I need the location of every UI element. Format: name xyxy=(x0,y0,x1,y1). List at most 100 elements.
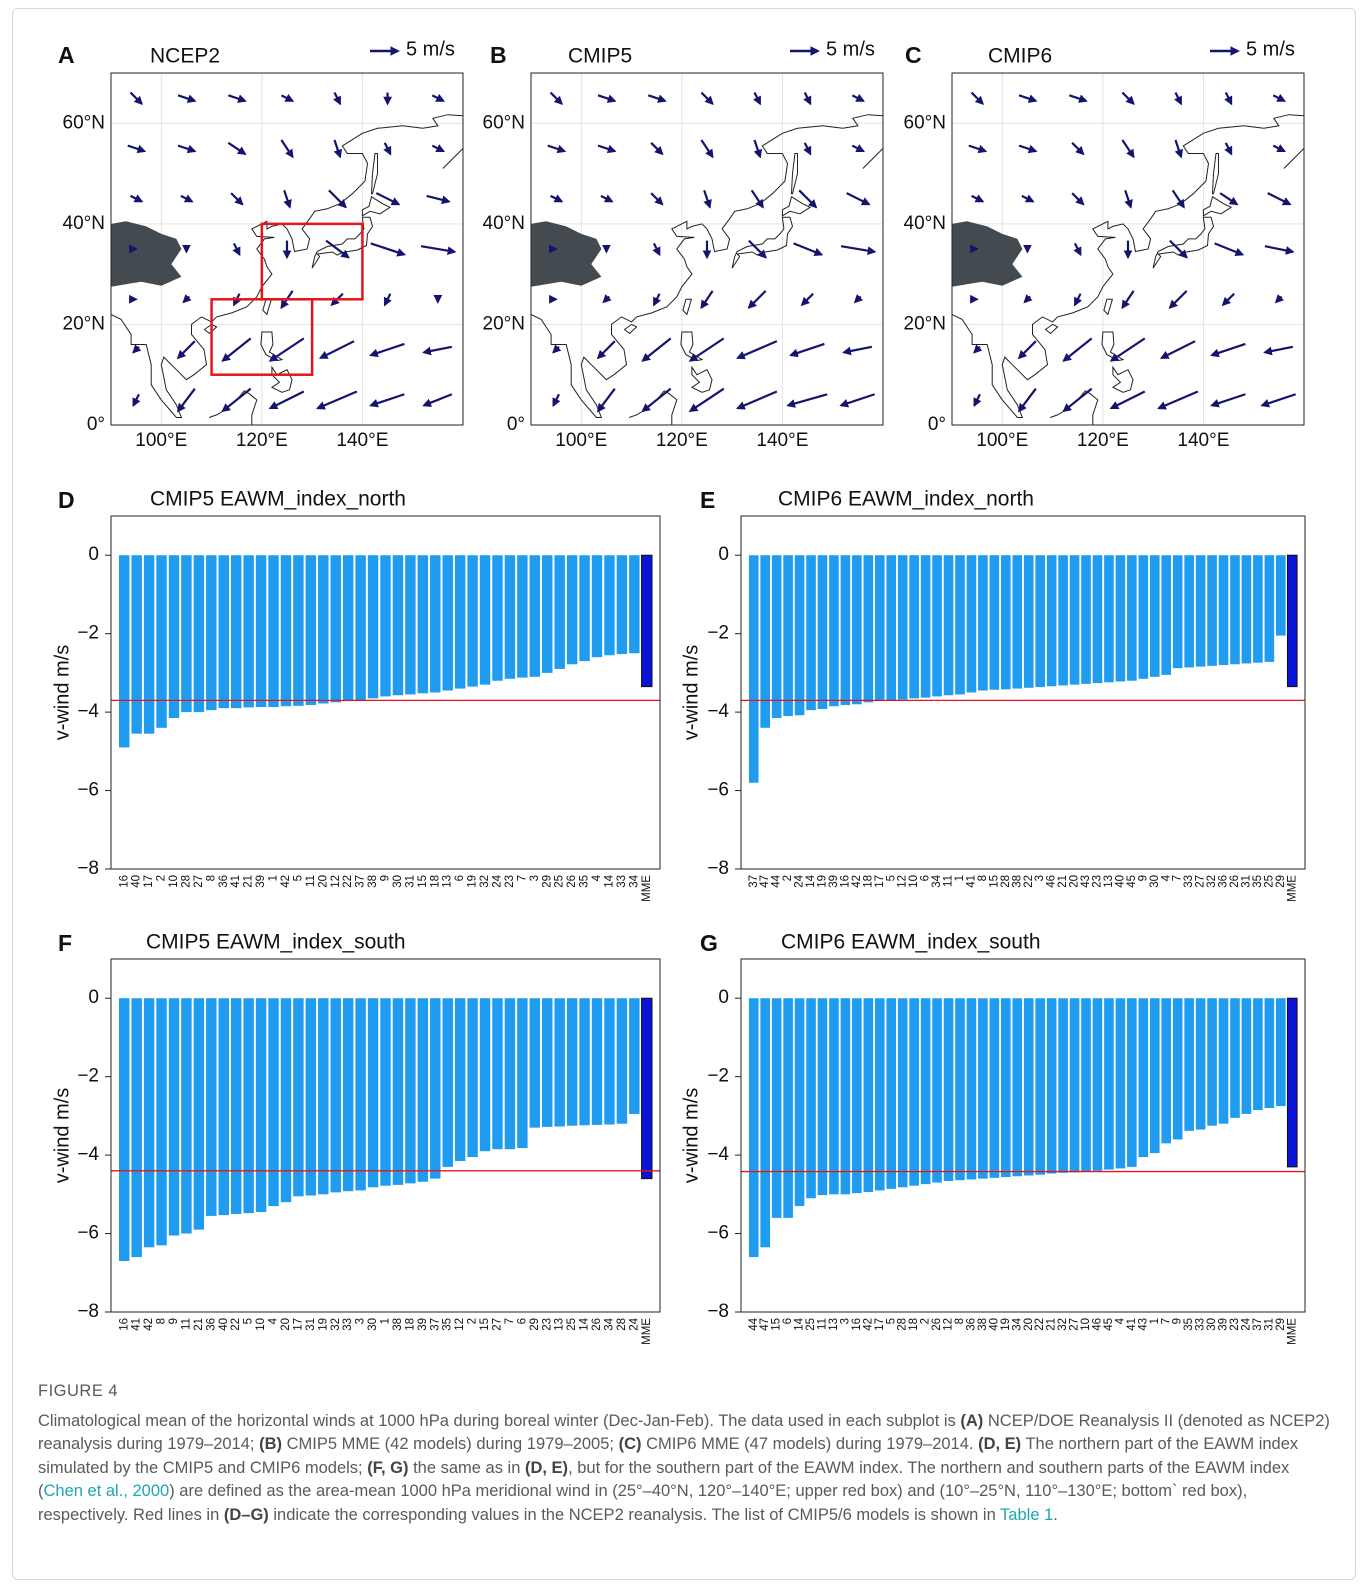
panel-title: CMIP5 EAWM_index_north xyxy=(150,488,406,511)
x-tick-label: 39 xyxy=(1218,1318,1230,1331)
x-tick-label: 35 xyxy=(579,875,591,888)
bar xyxy=(579,555,590,662)
bar xyxy=(504,555,516,679)
y-tick-label: −2 xyxy=(77,1066,99,1087)
wind-arrow xyxy=(853,293,864,304)
wind-arrow xyxy=(180,194,194,203)
bar xyxy=(604,998,615,1125)
x-tick-label: 21 xyxy=(1046,1318,1058,1331)
bar xyxy=(1172,998,1183,1140)
wind-arrow xyxy=(333,92,342,106)
x-tick-label: 20 xyxy=(280,1318,292,1331)
x-tick-label: 15 xyxy=(988,875,1000,888)
wind-arrow xyxy=(703,189,712,209)
wind-arrow xyxy=(316,390,358,410)
x-tick-label: 16 xyxy=(118,875,130,888)
figure: 100°E 120°E 140°E60°N40°N20°N0°A NCEP2 5 m/s… xyxy=(51,38,1306,1345)
wind-arrow xyxy=(600,194,614,203)
bar xyxy=(760,998,770,1248)
bar xyxy=(255,555,267,708)
caption-part: Climatological mean of the horizontal wi… xyxy=(38,1411,961,1430)
x-tick-label: 39 xyxy=(417,1318,429,1331)
bar xyxy=(554,555,565,669)
bar xyxy=(380,998,391,1186)
x-tick-label: 7 xyxy=(516,875,528,881)
x-tick-label: 6 xyxy=(782,1318,794,1324)
wind-arrow xyxy=(803,142,812,156)
x-tick-label: 30 xyxy=(1149,875,1161,888)
x-tick-label: 27 xyxy=(1069,1318,1081,1331)
y-tick-label: 0 xyxy=(88,544,99,565)
x-tick-label: 6 xyxy=(920,875,932,881)
wind-arrow xyxy=(1171,189,1185,209)
y-tick-label: −6 xyxy=(77,1223,99,1244)
bar xyxy=(193,555,205,713)
wind-arrow xyxy=(422,393,453,407)
x-tick-label: 42 xyxy=(862,1318,874,1331)
caption-part: (A) xyxy=(960,1411,984,1430)
bar xyxy=(1046,998,1057,1174)
x-tick-label: 32 xyxy=(479,875,491,888)
bar xyxy=(318,998,329,1195)
bar xyxy=(131,555,142,734)
x-tick-label: 24 xyxy=(492,874,504,887)
wind-arrow xyxy=(268,390,305,410)
caption-link[interactable]: Table 1 xyxy=(1000,1505,1054,1524)
x-tick-label: 21 xyxy=(1057,875,1069,888)
bar xyxy=(566,998,578,1126)
bar xyxy=(1161,998,1172,1144)
island xyxy=(680,331,704,362)
island xyxy=(1152,216,1215,269)
bar xyxy=(1115,555,1126,682)
x-tick-label: 37 xyxy=(429,1318,441,1331)
y-axis-label: v-wind m/s xyxy=(51,1088,73,1184)
bar xyxy=(280,998,292,1203)
x-tick-label: 9 xyxy=(1137,875,1149,881)
island xyxy=(1111,365,1134,393)
panel-title: CMIP6 xyxy=(988,45,1052,68)
bar xyxy=(305,998,317,1196)
coastline xyxy=(1283,123,1304,169)
x-tick-label: 31 xyxy=(1263,1318,1275,1331)
wind-arrow xyxy=(597,144,617,154)
wind-arrow xyxy=(420,245,457,255)
wind-arrow xyxy=(1219,192,1239,206)
x-tick-label: 3 xyxy=(839,1318,851,1324)
wind-arrow xyxy=(1021,194,1035,203)
wind-arrow xyxy=(1071,192,1085,206)
x-tick-label: 34 xyxy=(628,874,640,887)
wind-arrow xyxy=(232,242,241,257)
bar xyxy=(318,555,329,704)
wind-arrow xyxy=(1174,139,1184,159)
wind-arrow xyxy=(970,91,984,105)
x-tick-label: 33 xyxy=(342,1318,354,1331)
x-tick-label: 8 xyxy=(205,875,217,881)
bar xyxy=(405,555,416,695)
x-tick-label: MME xyxy=(641,875,653,902)
bar xyxy=(143,555,155,734)
figure-frame xyxy=(12,8,1356,1580)
x-tick-label: 26 xyxy=(931,1318,943,1331)
x-tick-label: 45 xyxy=(1103,1318,1115,1331)
x-tick-label: 34 xyxy=(603,1317,615,1330)
wind-arrow xyxy=(641,387,672,413)
bar xyxy=(1104,998,1114,1170)
bar xyxy=(748,998,759,1258)
panel-title: CMIP6 EAWM_index_south xyxy=(781,931,1041,954)
caption-link[interactable]: Chen et al., 2000 xyxy=(43,1482,170,1501)
bar xyxy=(1023,998,1034,1176)
wind-arrow xyxy=(736,340,778,360)
bar xyxy=(218,555,229,709)
bar xyxy=(268,998,279,1207)
bar xyxy=(1127,998,1137,1167)
x-tick-label: 32 xyxy=(1206,875,1218,888)
y-tick-label: 0° xyxy=(928,414,946,435)
x-tick-label: 23 xyxy=(1092,875,1104,888)
bar xyxy=(529,998,541,1128)
x-tick-label: 29 xyxy=(529,1318,541,1331)
panel-letter: D xyxy=(58,487,75,513)
bar xyxy=(840,998,851,1195)
x-tick-label: 15 xyxy=(479,1318,491,1331)
key-label: 5 m/s xyxy=(1246,38,1295,60)
x-tick-label: 14 xyxy=(805,874,817,887)
